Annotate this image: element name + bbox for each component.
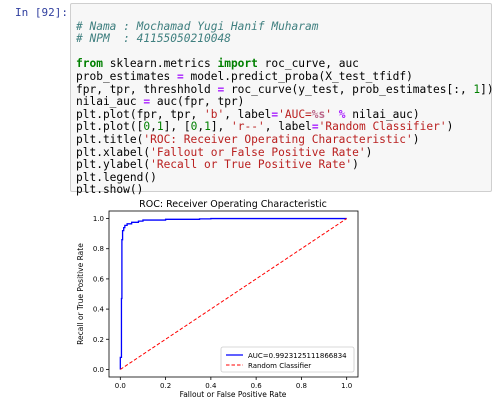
chart-title: ROC: Receiver Operating Characteristic (139, 199, 327, 210)
x-tick-label: 0.8 (296, 382, 307, 390)
legend-label-auc: AUC=0.9923125111866834 (248, 352, 347, 360)
code-line-2: prob_estimates = model.predict_proba(X_t… (76, 69, 413, 83)
x-tick-label: 1.0 (341, 382, 352, 390)
code-line-11: plt.show() (76, 183, 144, 197)
y-tick-label: 0.4 (93, 306, 105, 314)
x-tick-label: 0.4 (205, 382, 217, 390)
y-tick-label: 0.2 (93, 336, 104, 344)
code-line-8: plt.xlabel('Fallout or False Positive Ra… (76, 145, 373, 159)
code-line-4: nilai_auc = auc(fpr, tpr) (76, 95, 245, 109)
code-line-9: plt.ylabel('Recall or True Positive Rate… (76, 158, 359, 172)
y-tick-label: 1.0 (93, 215, 104, 223)
code-line-6: plt.plot([0,1], [0,1], 'r--', label='Ran… (76, 120, 454, 134)
x-tick-label: 0.6 (251, 382, 263, 390)
code-line-3: fpr, tpr, threshhold = roc_curve(y_test,… (76, 82, 494, 96)
y-tick-label: 0.6 (93, 275, 105, 283)
code-comment-npm: # NPM : 41155050210048 (76, 32, 231, 46)
code-line-1: from sklearn.metrics import roc_curve, a… (76, 57, 359, 71)
x-tick-label: 0.0 (115, 382, 126, 390)
roc-chart: ROC: Receiver Operating Characteristic 0… (76, 199, 359, 399)
code-editor[interactable]: # Nama : Mochamad Yugi Hanif Muharam # NP… (76, 8, 494, 210)
legend-box (220, 346, 355, 373)
y-axis: 0.0 0.2 0.4 0.6 0.8 1.0 (93, 215, 109, 374)
y-tick-label: 0.0 (93, 366, 104, 374)
cell-prompt: In [92]: (15, 6, 68, 19)
code-cell-input[interactable]: # Nama : Mochamad Yugi Hanif Muharam # NP… (70, 3, 494, 196)
roc-curve-line (119, 217, 347, 370)
legend: AUC=0.9923125111866834 Random Classifier (220, 346, 355, 373)
code-line-5: plt.plot(fpr, tpr, 'b', label='AUC=%s' %… (76, 107, 420, 121)
x-axis-label: Fallout or False Positive Rate (180, 390, 287, 399)
code-line-7: plt.title('ROC: Receiver Operating Chara… (76, 132, 420, 146)
x-tick-label: 0.2 (160, 382, 171, 390)
legend-label-random: Random Classifier (248, 362, 311, 370)
series-group (119, 217, 347, 370)
y-axis-label: Recall or True Positive Rate (76, 243, 85, 345)
cell-output: ROC: Receiver Operating Characteristic 0… (70, 196, 492, 406)
random-classifier-line (120, 218, 347, 370)
y-tick-label: 0.8 (93, 245, 104, 253)
code-comment-name: # Nama : Mochamad Yugi Hanif Muharam (76, 19, 319, 33)
x-axis: 0.0 0.2 0.4 0.6 0.8 1.0 (115, 377, 352, 390)
code-line-10: plt.legend() (76, 170, 157, 184)
